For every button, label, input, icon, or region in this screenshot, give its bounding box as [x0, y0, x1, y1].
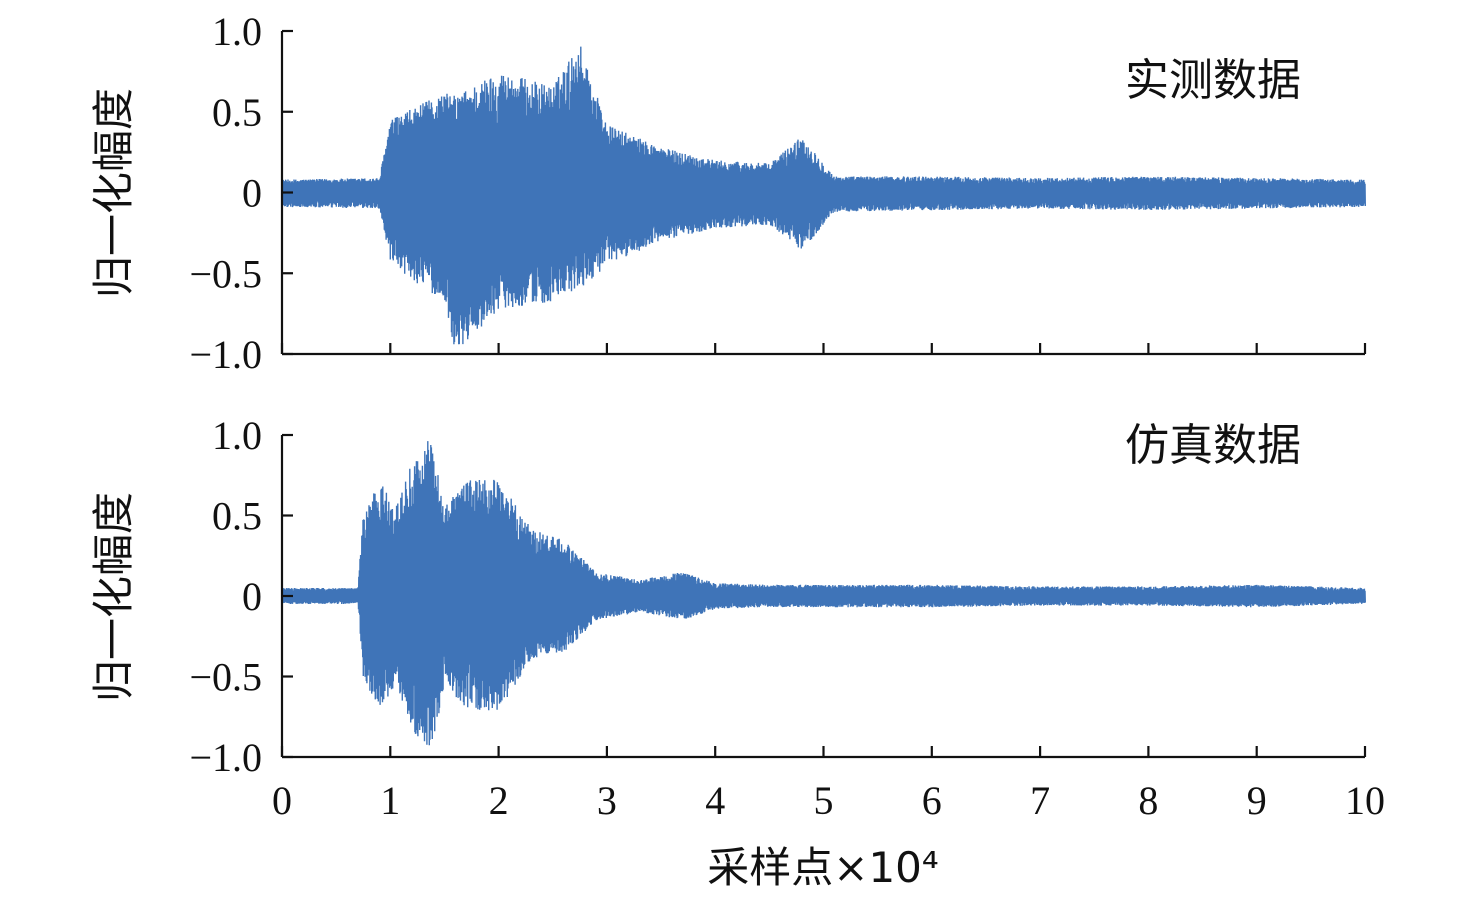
x-tick-label: 3 — [597, 778, 617, 823]
x-axis-label: 采样点×10⁴ — [707, 843, 938, 892]
top-waveform-series — [281, 46, 1366, 345]
y-tick-label: −0.5 — [189, 251, 262, 296]
x-tick-label: 6 — [922, 778, 942, 823]
y-tick-label: 0 — [242, 574, 262, 619]
top-x-ticks — [280, 343, 1367, 354]
top-panel-label: 实测数据 — [1125, 55, 1301, 106]
top-y-axis-label: 归一化幅度 — [89, 88, 138, 298]
bottom-panel-label: 仿真数据 — [1125, 420, 1301, 471]
x-tick-label: 7 — [1030, 778, 1050, 823]
x-tick-label: 9 — [1247, 778, 1267, 823]
y-tick-label: −1.0 — [189, 332, 262, 377]
x-tick-label: 2 — [489, 778, 509, 823]
bottom-x-ticks: 0 1 2 3 4 5 6 7 8 9 10 — [272, 746, 1385, 823]
y-tick-label: −0.5 — [189, 655, 262, 700]
x-tick-label: 4 — [705, 778, 725, 823]
x-tick-label: 1 — [380, 778, 400, 823]
y-tick-label: 0.5 — [212, 90, 262, 135]
y-tick-label: 1.0 — [212, 413, 262, 458]
x-tick-label: 5 — [814, 778, 834, 823]
y-tick-label: −1.0 — [189, 735, 262, 780]
bottom-panel: 1.0 0.5 0 −0.5 −1.0 0 1 2 3 4 5 6 7 8 9 10 仿真数据 归一化幅度 — [89, 413, 1385, 823]
bottom-y-axis-label: 归一化幅度 — [89, 492, 138, 702]
x-tick-label: 0 — [272, 778, 292, 823]
bottom-waveform-series — [281, 441, 1366, 746]
top-panel: 1.0 0.5 0 −0.5 −1.0 实测数据 归一化幅度 — [89, 9, 1367, 377]
y-tick-label: 1.0 — [212, 9, 262, 54]
x-tick-label: 8 — [1138, 778, 1158, 823]
top-y-ticks: 1.0 0.5 0 −0.5 −1.0 — [189, 9, 293, 377]
y-tick-label: 0 — [242, 171, 262, 216]
bottom-y-ticks: 1.0 0.5 0 −0.5 −1.0 — [189, 413, 293, 780]
x-tick-label: 10 — [1345, 778, 1385, 823]
y-tick-label: 0.5 — [212, 494, 262, 539]
